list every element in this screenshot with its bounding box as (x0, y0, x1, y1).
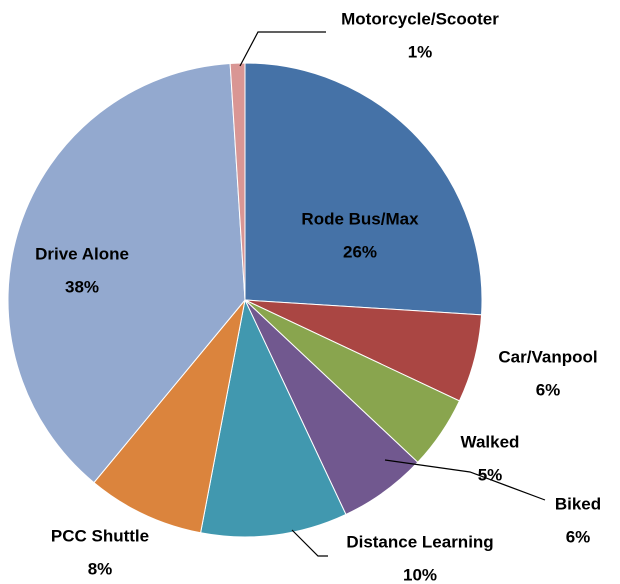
slice-value: 10% (403, 565, 437, 584)
slice-label: Biked (555, 494, 601, 513)
leader-line (291, 529, 328, 557)
slice-label: Distance Learning (346, 532, 493, 551)
slice-label: Motorcycle/Scooter (341, 9, 499, 28)
pie-slice (7, 62, 246, 484)
slice-value: 5% (478, 465, 503, 484)
slice-label: PCC Shuttle (51, 526, 149, 545)
pie-slice (229, 62, 246, 301)
leader-line (384, 459, 546, 501)
slice-value: 6% (566, 527, 591, 546)
slice-label: Walked (461, 432, 520, 451)
pie-slice (200, 298, 347, 538)
slice-value: 26% (343, 242, 377, 261)
slice-label: Car/Vanpool (498, 347, 597, 366)
slice-value: 6% (536, 380, 561, 399)
pie-slice (93, 299, 246, 534)
slice-value: 8% (88, 559, 113, 578)
slice-value: 38% (65, 277, 99, 296)
slice-value: 1% (408, 42, 433, 61)
slice-label: Rode Bus/Max (301, 209, 419, 228)
slice-label: Drive Alone (35, 244, 129, 263)
pie-slice (244, 62, 483, 316)
leader-line (239, 31, 326, 67)
